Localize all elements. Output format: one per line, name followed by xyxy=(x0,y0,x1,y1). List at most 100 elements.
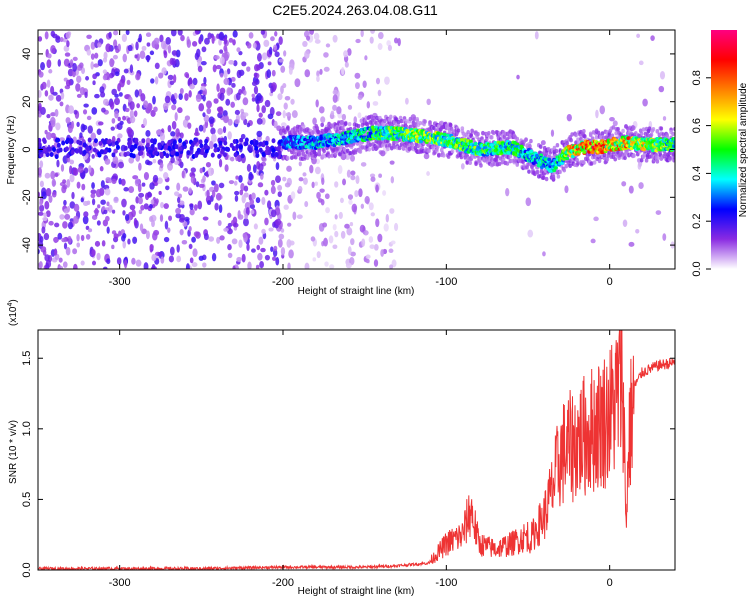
heatmap-noise-cell xyxy=(460,163,465,170)
heatmap-noise-cell xyxy=(251,97,256,102)
heatmap-ridge-halo xyxy=(410,142,415,148)
heatmap-noise-cell xyxy=(66,179,71,188)
heatmap-noise-cell xyxy=(256,92,262,102)
heatmap-noise-cell xyxy=(314,39,321,44)
heatmap-ridge-halo xyxy=(418,120,423,126)
heatmap-noise-cell xyxy=(103,51,108,60)
heatmap-noise-cell xyxy=(134,89,139,98)
heatmap-noise-cell xyxy=(51,191,57,198)
heatmap-band-cell xyxy=(164,144,169,150)
heatmap-ridge-halo xyxy=(655,159,660,164)
heatmap-noise-cell xyxy=(211,180,216,186)
heatmap-noise-cell xyxy=(169,80,175,86)
heatmap-noise-cell xyxy=(94,52,99,59)
heatmap-noise-cell xyxy=(192,248,198,258)
heatmap-ridge-halo xyxy=(541,175,546,180)
heatmap-noise-cell xyxy=(53,238,58,244)
heatmap-noise-cell xyxy=(190,175,195,184)
heatmap-band-cell xyxy=(217,153,222,159)
heatmap-noise-cell xyxy=(39,180,44,188)
heatmap-noise-cell xyxy=(62,221,68,229)
heatmap-noise-cell xyxy=(211,253,217,262)
heatmap-noise-cell xyxy=(256,104,260,113)
heatmap-ridge-halo xyxy=(316,129,321,135)
heatmap-noise-cell xyxy=(383,223,389,232)
heatmap-band-cell xyxy=(79,149,84,155)
heatmap-noise-cell xyxy=(345,262,352,269)
heatmap-noise-cell xyxy=(149,50,155,56)
heatmap-band-cell xyxy=(170,150,175,156)
heatmap-noise-cell xyxy=(252,164,257,174)
heatmap-noise-cell xyxy=(394,222,399,232)
heatmap-noise-cell xyxy=(319,188,325,193)
heatmap-noise-cell xyxy=(65,79,72,87)
heatmap-noise-cell xyxy=(160,40,167,50)
heatmap-noise-cell xyxy=(197,200,203,210)
heatmap-noise-cell xyxy=(203,76,207,85)
heatmap-band-cell xyxy=(277,150,282,156)
heatmap-noise-cell xyxy=(346,169,351,178)
heatmap-noise-cell xyxy=(350,170,356,176)
heatmap-noise-cell xyxy=(79,62,84,69)
heatmap-ridge-halo xyxy=(441,153,446,158)
heatmap-ridge-halo xyxy=(408,116,413,122)
heatmap-band-cell xyxy=(213,143,218,149)
heatmap-noise-cell xyxy=(128,186,135,194)
heatmap-ridge-halo xyxy=(374,121,378,126)
heatmap-noise-cell xyxy=(246,163,252,172)
heatmap-band-cell xyxy=(265,145,270,151)
heatmap-noise-cell xyxy=(189,257,194,264)
heatmap-noise-cell xyxy=(216,83,220,93)
heatmap-noise-cell xyxy=(115,48,120,54)
heatmap-noise-cell xyxy=(72,56,78,61)
heatmap-noise-cell xyxy=(219,87,226,95)
heatmap-noise-cell xyxy=(256,52,262,62)
heatmap-noise-cell xyxy=(91,260,97,266)
heatmap-noise-cell xyxy=(285,112,292,117)
heatmap-noise-cell xyxy=(228,180,235,185)
heatmap-band-cell xyxy=(55,137,60,143)
heatmap-noise-cell xyxy=(255,264,260,269)
heatmap-noise-cell xyxy=(39,160,44,169)
heatmap-band-cell xyxy=(133,143,138,149)
heatmap-noise-cell xyxy=(145,159,151,165)
heatmap-ridge-halo xyxy=(336,146,340,151)
heatmap-noise-cell xyxy=(550,129,555,137)
heatmap-noise-cell xyxy=(593,216,599,222)
heatmap-noise-cell xyxy=(90,41,96,50)
heatmap-noise-cell xyxy=(82,215,89,225)
heatmap-noise-cell xyxy=(377,233,383,243)
heatmap-noise-cell xyxy=(64,52,71,57)
heatmap-noise-cell xyxy=(332,244,338,249)
heatmap-noise-cell xyxy=(292,211,297,221)
heatmap-ridge-halo xyxy=(397,145,402,151)
heatmap-ridge-halo xyxy=(663,151,667,157)
heatmap-noise-cell xyxy=(219,49,224,54)
heatmap-noise-cell xyxy=(175,128,180,138)
heatmap-noise-cell xyxy=(360,162,367,167)
heatmap-noise-cell xyxy=(182,186,189,192)
colorbar-tick-label: 0.4 xyxy=(691,166,703,181)
heatmap-noise-cell xyxy=(233,60,238,67)
heatmap-noise-cell xyxy=(368,236,374,243)
heatmap-noise-cell xyxy=(206,107,212,115)
heatmap-noise-cell xyxy=(92,73,98,80)
heatmap-noise-cell xyxy=(176,182,181,191)
colorbar-ticks: 0.00.20.40.60.8 xyxy=(691,70,711,277)
heatmap-noise-cell xyxy=(240,133,246,140)
heatmap-noise-cell xyxy=(248,32,254,39)
heatmap-band-cell xyxy=(64,146,69,152)
heatmap-ridge-cell xyxy=(507,151,512,155)
snr-y-tick-label: 1.0 xyxy=(21,421,33,436)
heatmap-noise-cell xyxy=(40,62,46,71)
heatmap-noise-cell xyxy=(360,203,365,209)
heatmap-band-cell xyxy=(244,137,249,143)
heatmap-noise-cell xyxy=(198,183,205,188)
heatmap-band-cell xyxy=(115,144,120,150)
heatmap-noise-cell xyxy=(90,189,97,195)
heatmap-noise-cell xyxy=(662,116,667,121)
heatmap-noise-cell xyxy=(44,90,49,97)
heatmap-noise-cell xyxy=(280,122,287,128)
heatmap-noise-cell xyxy=(380,150,386,157)
